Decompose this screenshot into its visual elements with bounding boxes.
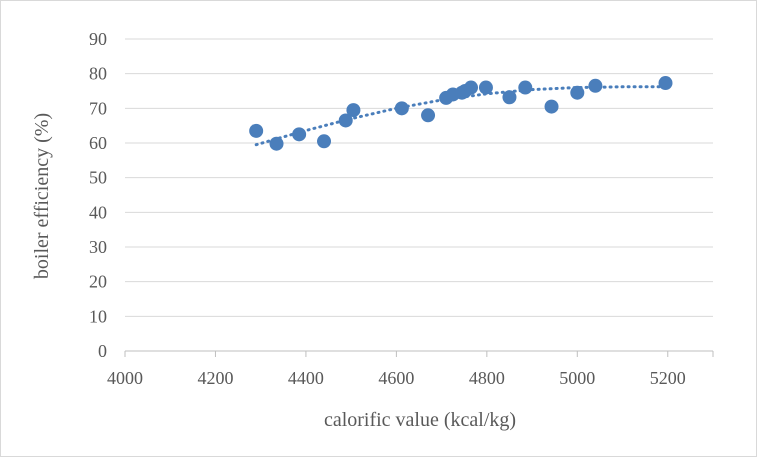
data-point: [570, 85, 585, 100]
y-tick-label: 20: [89, 272, 107, 292]
data-point: [588, 78, 603, 93]
y-tick-label: 70: [89, 98, 107, 118]
x-tick-label: 4800: [469, 368, 505, 388]
data-point: [421, 108, 436, 123]
data-point: [249, 123, 264, 138]
gridlines: [125, 38, 713, 317]
data-point: [346, 103, 361, 118]
data-point: [544, 99, 559, 114]
y-axis-title: boiler efficiency (%): [31, 113, 53, 279]
y-tick-label: 10: [89, 306, 107, 326]
axes: [124, 350, 714, 357]
x-tick-label: 4000: [107, 368, 143, 388]
x-tick-label: 4200: [197, 368, 233, 388]
data-point: [518, 80, 533, 95]
y-tick-label: 40: [89, 202, 107, 222]
y-tick-label: 90: [89, 29, 107, 49]
data-point: [338, 113, 353, 128]
x-tick-label: 5000: [559, 368, 595, 388]
data-point: [317, 134, 332, 149]
y-tick-labels: 0 10 20 30 40 50 60 70 80 90: [89, 29, 107, 361]
data-point: [658, 76, 673, 91]
data-point: [292, 127, 307, 142]
x-tick-label: 5200: [650, 368, 686, 388]
data-point: [502, 90, 517, 105]
data-point: [269, 136, 284, 151]
x-tick-label: 4600: [378, 368, 414, 388]
x-tick-labels: 4000 4200 4400 4600 4800 5000 5200: [107, 368, 686, 388]
y-tick-label: 50: [89, 168, 107, 188]
y-tick-label: 60: [89, 133, 107, 153]
data-point: [394, 101, 409, 116]
x-axis-title: calorific value (kcal/kg): [324, 409, 516, 431]
x-tick-label: 4400: [288, 368, 324, 388]
data-points: [249, 76, 673, 151]
data-point: [464, 80, 479, 95]
y-tick-label: 80: [89, 64, 107, 84]
y-tick-label: 30: [89, 237, 107, 257]
data-point: [478, 80, 493, 95]
y-tick-label: 0: [98, 341, 107, 361]
